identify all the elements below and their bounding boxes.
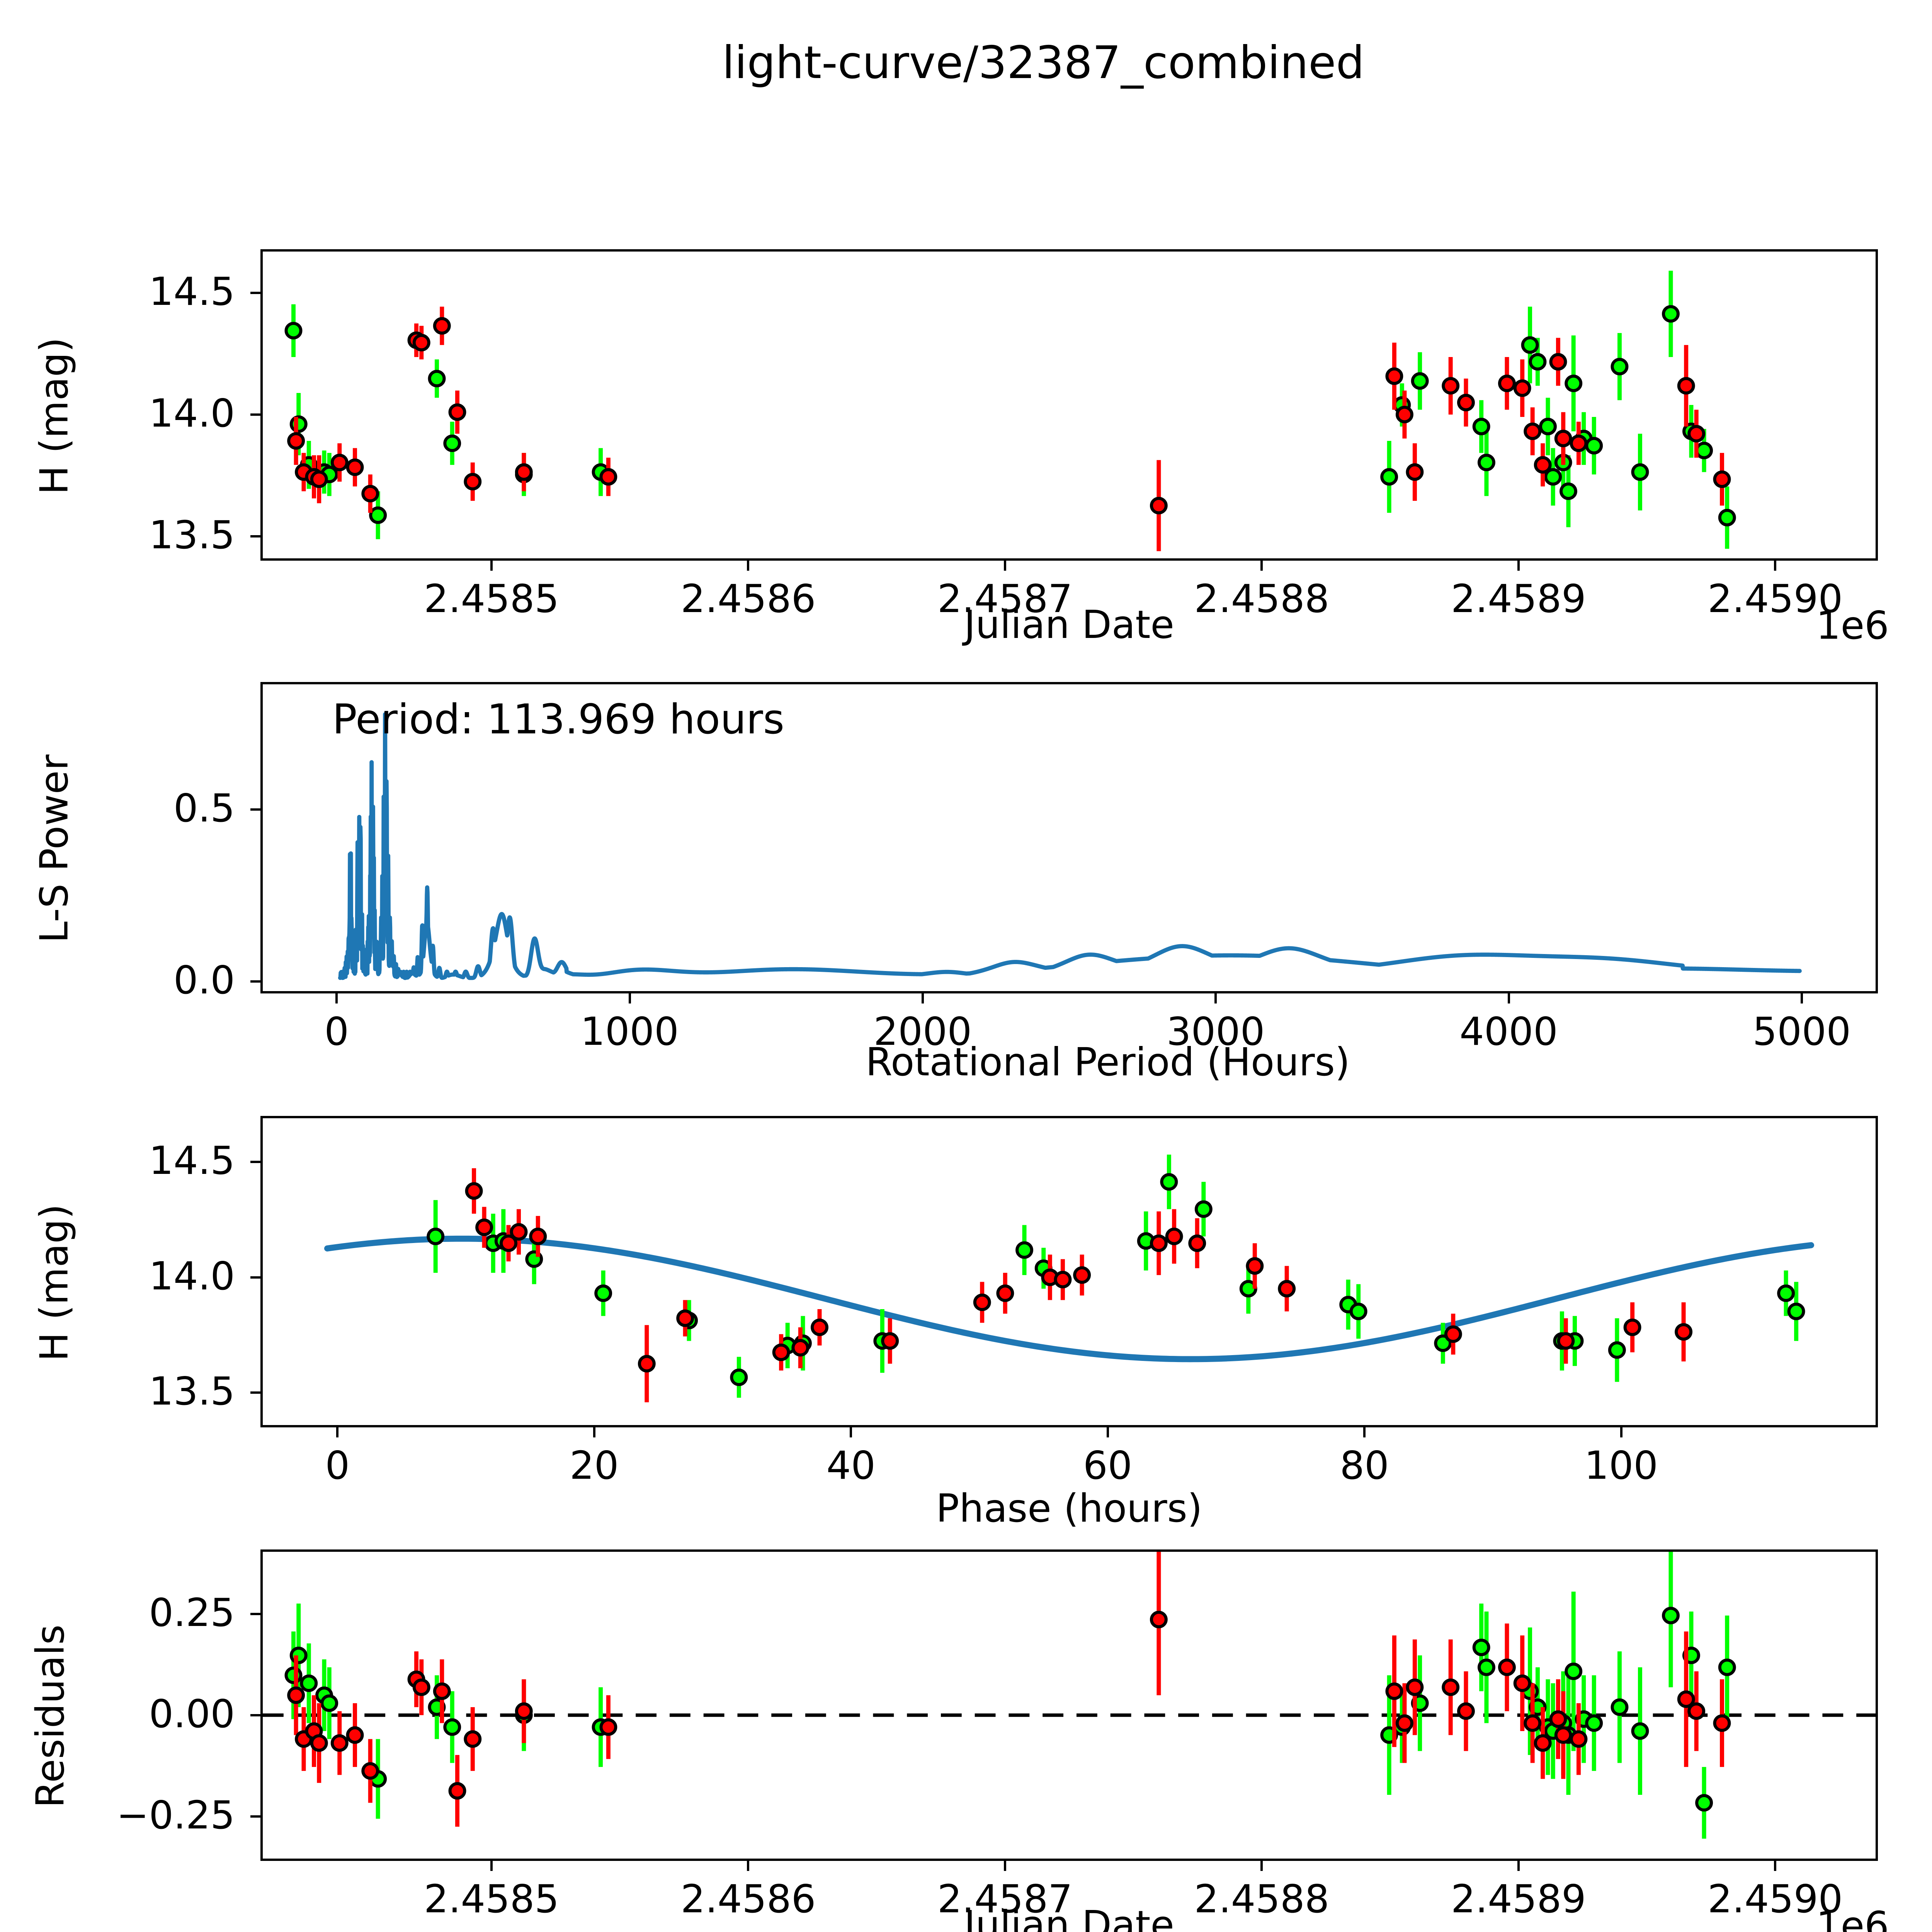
y-tick-mark	[250, 1613, 260, 1616]
periodogram-line	[338, 712, 1802, 980]
x-tick-mark	[1517, 561, 1520, 571]
y-tick-mark	[250, 535, 260, 538]
panel-periodogram	[260, 682, 1878, 993]
x-tick-mark	[1260, 1861, 1263, 1871]
x-tick-mark	[1106, 1427, 1109, 1437]
x-tick-mark	[747, 1861, 750, 1871]
x-tick-label: 40	[826, 1443, 876, 1488]
y-tick-mark	[250, 808, 260, 811]
x-tick-mark	[1774, 1861, 1777, 1871]
x-tick-label: 2.4590	[1708, 1876, 1843, 1922]
x-tick-mark	[1517, 1861, 1520, 1871]
x-tick-label: 2.4588	[1194, 576, 1330, 621]
y-tick-label: 0.00	[149, 1691, 235, 1737]
y-tick-mark	[250, 1276, 260, 1279]
panel-raw-xlabel: Julian Date	[964, 602, 1174, 647]
y-tick-label: 14.0	[149, 391, 235, 436]
x-tick-mark	[1363, 1427, 1366, 1437]
x-tick-label: 2.4589	[1451, 576, 1586, 621]
x-tick-label: 2.4587	[937, 576, 1073, 621]
x-tick-label: 2.4585	[424, 1876, 559, 1922]
y-tick-mark	[250, 292, 260, 294]
x-tick-mark	[1800, 993, 1803, 1003]
x-tick-label: 2.4587	[937, 1876, 1073, 1922]
x-tick-mark	[747, 561, 750, 571]
x-tick-label: 1000	[580, 1009, 679, 1054]
x-tick-mark	[1003, 561, 1006, 571]
y-tick-mark	[250, 980, 260, 983]
x-tick-label: 2.4589	[1451, 1876, 1586, 1922]
x-tick-label: 4000	[1459, 1009, 1558, 1054]
error-bar-group-green-band	[291, 1552, 1730, 1839]
x-tick-mark	[1774, 561, 1777, 571]
panel-periodogram-ylabel: L-S Power	[31, 754, 77, 943]
panel-phase-folded	[260, 1116, 1878, 1427]
y-tick-label: 14.5	[149, 269, 235, 315]
x-tick-label: 2.4586	[680, 1876, 816, 1922]
data-point-group-red-band	[465, 1182, 1693, 1372]
figure-title: light-curve/32387_combined	[722, 37, 1365, 89]
y-tick-label: 13.5	[149, 512, 235, 558]
x-tick-mark	[1260, 561, 1263, 571]
x-tick-mark	[628, 993, 631, 1003]
x-tick-mark	[490, 1861, 493, 1871]
y-tick-mark	[250, 1391, 260, 1394]
data-point-group-red-band	[287, 317, 1731, 515]
x-tick-mark	[921, 993, 924, 1003]
period-annotation: Period: 113.969 hours	[332, 696, 784, 743]
x-tick-mark	[1507, 993, 1510, 1003]
data-point-group-red-band	[287, 1611, 1731, 1800]
x-tick-label: 2.4586	[680, 576, 816, 621]
x-tick-label: 0	[325, 1443, 350, 1488]
panel-residuals-x-offset: 1e6	[1816, 1903, 1889, 1932]
x-tick-label: 2.4590	[1708, 576, 1843, 621]
y-tick-mark	[250, 413, 260, 416]
y-tick-label: 14.5	[149, 1138, 235, 1184]
panel-raw-x-offset: 1e6	[1816, 603, 1889, 648]
error-bar-group-green-band	[291, 270, 1730, 549]
x-tick-label: 20	[570, 1443, 619, 1488]
x-tick-label: 100	[1584, 1443, 1658, 1488]
x-tick-mark	[1620, 1427, 1622, 1437]
panel-phase-xlabel: Phase (hours)	[936, 1486, 1202, 1531]
y-tick-label: 13.5	[149, 1369, 235, 1414]
x-tick-label: 5000	[1752, 1009, 1851, 1054]
x-tick-mark	[1003, 1861, 1006, 1871]
x-tick-label: 0	[324, 1009, 349, 1054]
panel-residuals-xlabel: Julian Date	[964, 1902, 1174, 1932]
x-tick-mark	[335, 993, 338, 1003]
y-tick-mark	[250, 1161, 260, 1163]
x-tick-label: 3000	[1166, 1009, 1265, 1054]
sinusoid-fit-line	[324, 1235, 1815, 1362]
y-tick-label: 0.25	[149, 1590, 235, 1636]
y-tick-mark	[250, 1815, 260, 1818]
panel-residuals	[260, 1549, 1878, 1861]
x-tick-mark	[336, 1427, 339, 1437]
y-tick-label: 14.0	[149, 1253, 235, 1299]
data-point-group-green-band	[284, 1607, 1736, 1812]
x-tick-label: 2.4585	[424, 576, 559, 621]
error-bar-group-red-band	[294, 1552, 1724, 1827]
x-tick-mark	[593, 1427, 595, 1437]
y-tick-label: 0.0	[173, 957, 235, 1003]
x-tick-label: 80	[1340, 1443, 1389, 1488]
x-tick-mark	[850, 1427, 852, 1437]
x-tick-label: 60	[1083, 1443, 1133, 1488]
panel-raw-light-curve	[260, 249, 1878, 561]
y-tick-label: 0.5	[173, 785, 235, 831]
x-tick-mark	[490, 561, 493, 571]
x-tick-mark	[1214, 993, 1217, 1003]
x-tick-label: 2.4588	[1194, 1876, 1330, 1922]
error-bar-group-red-band	[472, 1168, 1686, 1403]
x-tick-label: 2000	[873, 1009, 972, 1054]
y-tick-mark	[250, 1714, 260, 1717]
error-bar-group-red-band	[294, 306, 1724, 551]
y-tick-label: −0.25	[116, 1792, 235, 1838]
panel-periodogram-xlabel: Rotational Period (Hours)	[866, 1039, 1350, 1085]
data-point-group-green-band	[284, 305, 1736, 527]
